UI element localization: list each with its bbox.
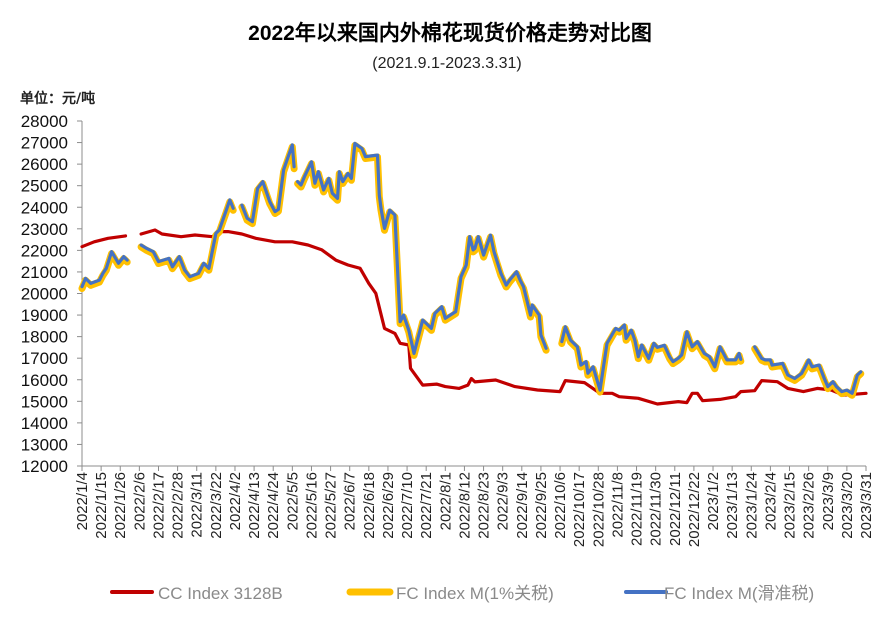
x-tick-label: 2022/9/14 xyxy=(514,472,531,539)
legend-label: FC Index M(1%关税) xyxy=(396,584,554,603)
x-tick-label: 2022/11/30 xyxy=(648,472,665,546)
x-tick-label: 2023/3/31 xyxy=(858,472,875,539)
x-tick-label: 2022/10/6 xyxy=(552,472,569,539)
plot-area xyxy=(78,141,868,406)
x-tick-label: 2022/3/22 xyxy=(208,472,225,539)
y-tick-label: 18000 xyxy=(21,328,68,347)
x-tick-label: 2022/8/23 xyxy=(476,472,493,539)
x-tick-label: 2022/11/8 xyxy=(609,472,626,538)
x-tick-label: 2022/8/12 xyxy=(456,472,473,539)
x-tick-label: 2022/2/6 xyxy=(131,472,148,530)
y-tick-label: 19000 xyxy=(21,306,68,325)
y-tick-label: 17000 xyxy=(21,349,68,368)
x-tick-label: 2022/2/17 xyxy=(150,472,167,539)
x-tick-label: 2022/5/16 xyxy=(303,472,320,539)
legend-label: FC Index M(滑准税) xyxy=(664,584,814,603)
x-tick-label: 2022/10/17 xyxy=(571,472,588,547)
x-tick-label: 2022/9/3 xyxy=(495,472,512,530)
x-tick-label: 2023/1/13 xyxy=(724,472,741,539)
x-tick-label: 2022/4/13 xyxy=(246,472,263,539)
x-tick-label: 2022/6/18 xyxy=(361,472,378,539)
legend-label: CC Index 3128B xyxy=(158,584,283,603)
x-tick-label: 2022/1/15 xyxy=(93,472,110,539)
x-tick-label: 2022/10/28 xyxy=(590,472,607,547)
x-tick-label: 2022/8/1 xyxy=(437,472,454,530)
x-tick-label: 2023/2/26 xyxy=(801,472,818,539)
x-tick-label: 2022/12/11 xyxy=(667,472,684,546)
y-tick-label: 26000 xyxy=(21,155,68,174)
y-tick-label: 16000 xyxy=(21,371,68,390)
y-tick-label: 22000 xyxy=(21,241,68,260)
y-tick-label: 27000 xyxy=(21,134,68,153)
x-tick-label: 2022/6/29 xyxy=(380,472,397,539)
x-tick-label: 2023/2/15 xyxy=(782,472,799,539)
y-tick-label: 20000 xyxy=(21,285,68,304)
y-axis: 12000 13000 14000 15000 16000 17000 18000 19000… xyxy=(21,112,83,476)
x-tick-label: 2023/3/20 xyxy=(839,472,856,539)
x-tick-label: 2022/6/7 xyxy=(342,472,359,530)
y-tick-label: 25000 xyxy=(21,177,68,196)
series-line-cc-index-3128b xyxy=(80,228,868,406)
x-tick-label: 2022/2/28 xyxy=(170,472,187,539)
legend: CC Index 3128B FC Index M(1%关税) FC Index M… xyxy=(110,584,814,603)
x-tick-label: 2022/4/2 xyxy=(227,472,244,530)
y-axis-unit-label: 单位：元/吨 xyxy=(20,90,95,107)
x-tick-label: 2022/11/19 xyxy=(629,472,646,546)
y-tick-label: 24000 xyxy=(21,198,68,217)
x-tick-label: 2023/3/9 xyxy=(820,472,837,530)
y-tick-label: 23000 xyxy=(21,220,68,239)
y-tick-label: 15000 xyxy=(21,392,68,411)
x-tick-label: 2022/7/10 xyxy=(399,472,416,539)
x-tick-label: 2022/4/24 xyxy=(265,472,282,539)
chart-subtitle: (2021.9.1-2023.3.31) xyxy=(372,55,521,72)
x-tick-label: 2022/1/4 xyxy=(74,472,91,530)
y-tick-label: 13000 xyxy=(21,435,68,454)
series-line-fc-index-m-sliding-tariff xyxy=(80,141,863,395)
x-tick-label: 2022/5/5 xyxy=(284,472,301,530)
x-tick-label: 2022/7/21 xyxy=(418,472,435,539)
x-tick-label: 2022/5/27 xyxy=(323,472,340,539)
y-tick-label: 28000 xyxy=(21,112,68,131)
x-tick-label: 2023/1/2 xyxy=(705,472,722,530)
chart-title: 2022年以来国内外棉花现货价格走势对比图 xyxy=(248,21,652,45)
x-axis: 2022/1/4 2022/1/15 2022/1/26 2022/2/6 2022/2… xyxy=(74,465,875,547)
y-tick-label: 21000 xyxy=(21,263,68,282)
y-tick-label: 14000 xyxy=(21,414,68,433)
x-tick-label: 2022/9/25 xyxy=(533,472,550,539)
x-tick-label: 2023/2/4 xyxy=(762,472,779,530)
x-tick-label: 2022/12/22 xyxy=(686,472,703,547)
x-tick-label: 2022/3/11 xyxy=(189,472,206,538)
y-tick-label: 12000 xyxy=(21,457,68,476)
x-tick-label: 2023/1/24 xyxy=(743,472,760,539)
x-tick-label: 2022/1/26 xyxy=(112,472,129,539)
